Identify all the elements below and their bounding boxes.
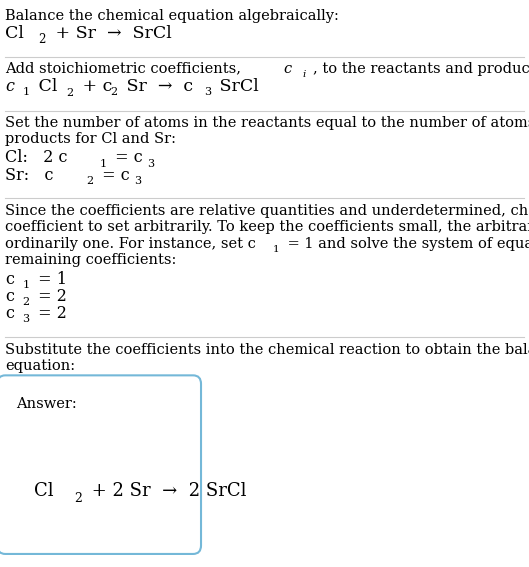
Text: 2: 2 — [39, 33, 46, 46]
Text: Cl:   2 c: Cl: 2 c — [5, 149, 68, 166]
Text: 3: 3 — [204, 87, 211, 98]
Text: Sr  →  c: Sr → c — [121, 78, 193, 95]
FancyBboxPatch shape — [0, 375, 201, 554]
Text: Set the number of atoms in the reactants equal to the number of atoms in the: Set the number of atoms in the reactants… — [5, 116, 529, 130]
Text: 1: 1 — [22, 87, 29, 98]
Text: remaining coefficients:: remaining coefficients: — [5, 253, 177, 267]
Text: c: c — [5, 78, 14, 95]
Text: c: c — [5, 304, 14, 321]
Text: 3: 3 — [22, 314, 29, 324]
Text: , to the reactants and products:: , to the reactants and products: — [313, 62, 529, 75]
Text: = 1 and solve the system of equations for the: = 1 and solve the system of equations fo… — [283, 237, 529, 251]
Text: 2: 2 — [110, 87, 117, 98]
Text: Add stoichiometric coefficients,: Add stoichiometric coefficients, — [5, 62, 246, 75]
Text: equation:: equation: — [5, 359, 76, 373]
Text: = 1: = 1 — [33, 270, 67, 287]
Text: 2: 2 — [22, 297, 29, 307]
Text: Cl: Cl — [34, 482, 54, 500]
Text: + c: + c — [77, 78, 112, 95]
Text: 1: 1 — [99, 159, 106, 169]
Text: + Sr  →  SrCl: + Sr → SrCl — [50, 25, 172, 42]
Text: SrCl: SrCl — [214, 78, 259, 95]
Text: Answer:: Answer: — [16, 397, 77, 411]
Text: 3: 3 — [134, 176, 141, 187]
Text: Since the coefficients are relative quantities and underdetermined, choose a: Since the coefficients are relative quan… — [5, 204, 529, 218]
Text: = 2: = 2 — [33, 304, 67, 321]
Text: = c: = c — [110, 149, 143, 166]
Text: 1: 1 — [22, 280, 29, 290]
Text: Balance the chemical equation algebraically:: Balance the chemical equation algebraica… — [5, 9, 339, 23]
Text: coefficient to set arbitrarily. To keep the coefficients small, the arbitrary va: coefficient to set arbitrarily. To keep … — [5, 221, 529, 234]
Text: = 2: = 2 — [33, 287, 67, 304]
Text: ordinarily one. For instance, set c: ordinarily one. For instance, set c — [5, 237, 256, 251]
Text: c: c — [5, 287, 14, 304]
Text: Cl: Cl — [5, 25, 24, 42]
Text: 2: 2 — [74, 492, 82, 505]
Text: products for Cl and Sr:: products for Cl and Sr: — [5, 133, 176, 146]
Text: i: i — [303, 70, 306, 79]
Text: Cl: Cl — [33, 78, 57, 95]
Text: c: c — [5, 270, 14, 287]
Text: Substitute the coefficients into the chemical reaction to obtain the balanced: Substitute the coefficients into the che… — [5, 343, 529, 357]
Text: 2: 2 — [86, 176, 93, 187]
Text: Sr:   c: Sr: c — [5, 167, 54, 184]
Text: = c: = c — [97, 167, 130, 184]
Text: c: c — [284, 62, 292, 75]
Text: 3: 3 — [147, 159, 154, 169]
Text: + 2 Sr  →  2 SrCl: + 2 Sr → 2 SrCl — [86, 482, 247, 500]
Text: 1: 1 — [272, 245, 279, 254]
Text: 2: 2 — [66, 88, 73, 98]
